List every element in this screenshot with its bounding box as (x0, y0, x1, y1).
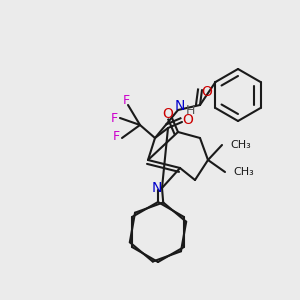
Text: N: N (152, 181, 162, 195)
Text: N: N (175, 99, 185, 113)
Text: F: F (110, 112, 118, 124)
Text: O: O (202, 85, 212, 99)
Text: CH₃: CH₃ (230, 140, 251, 150)
Text: O: O (163, 107, 173, 121)
Text: F: F (122, 94, 130, 106)
Text: F: F (112, 130, 120, 142)
Text: CH₃: CH₃ (233, 167, 254, 177)
Text: H: H (185, 103, 195, 116)
Text: O: O (183, 113, 194, 127)
